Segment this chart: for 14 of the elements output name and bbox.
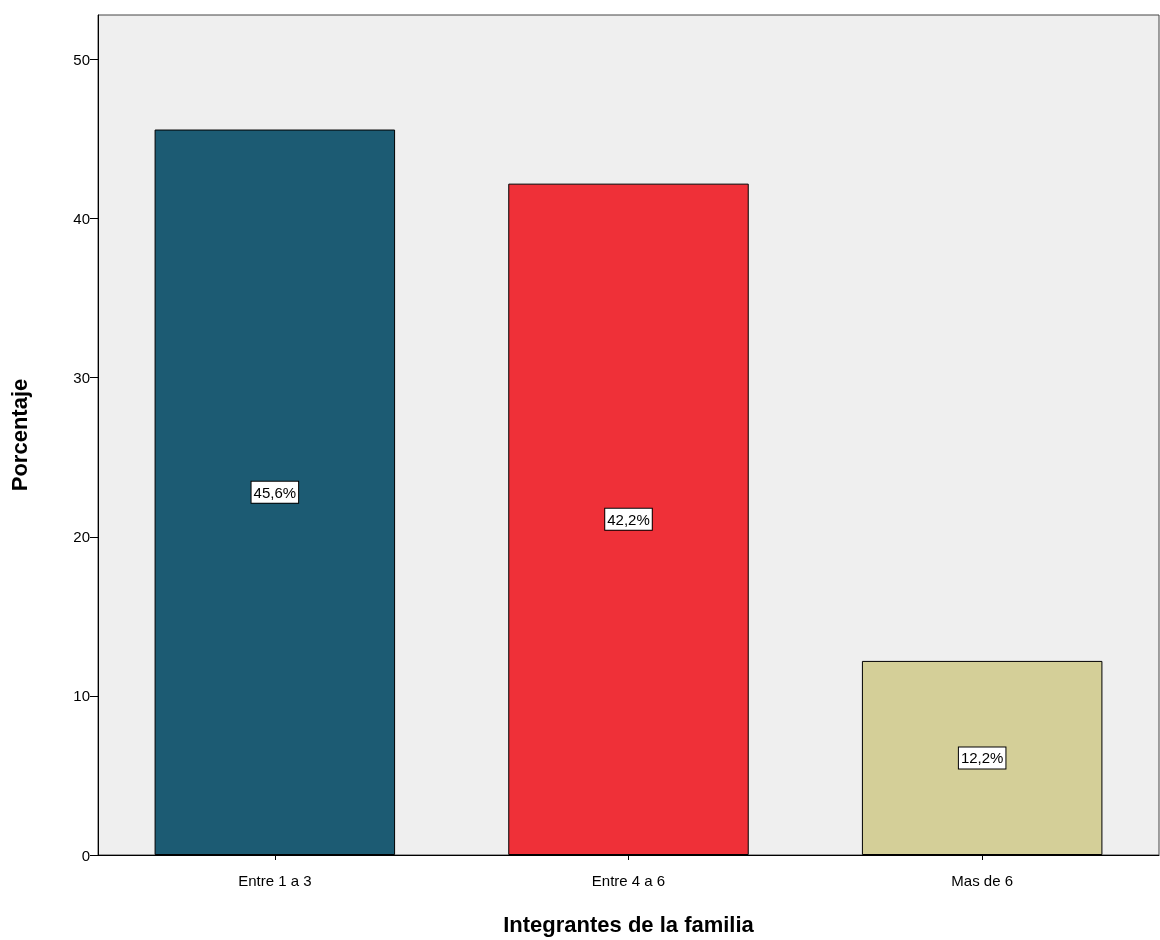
y-tick-label: 50 — [73, 51, 90, 69]
y-axis-title: Porcentaje — [6, 378, 32, 492]
y-tick-label: 30 — [73, 369, 90, 387]
x-axis-title: Integrantes de la familia — [503, 911, 755, 937]
x-tick-label: Entre 4 a 6 — [591, 872, 666, 889]
y-tick-label: 0 — [81, 846, 90, 864]
x-tick-label: Entre 1 a 3 — [238, 872, 312, 889]
x-tick-label: Mas de 6 — [951, 872, 1014, 889]
data-label: 45,6% — [253, 483, 297, 501]
y-tick-label: 10 — [73, 687, 90, 705]
y-tick-label: 40 — [73, 210, 90, 228]
y-tick-label: 20 — [73, 528, 90, 546]
data-label: 42,2% — [607, 510, 650, 528]
data-label: 12,2% — [960, 749, 1004, 767]
